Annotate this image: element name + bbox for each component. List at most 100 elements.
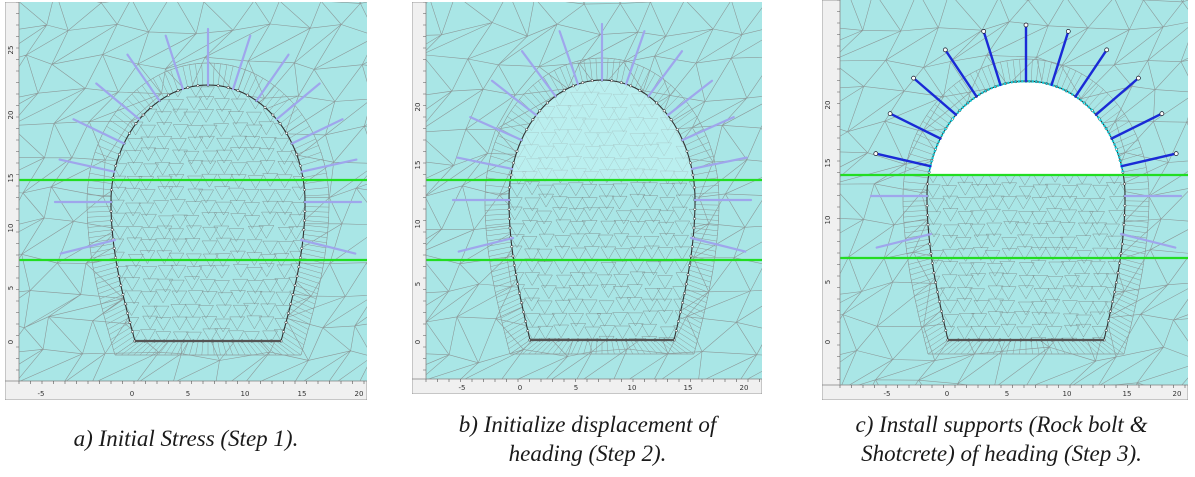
rock-bolt <box>299 238 357 255</box>
rock-bolt <box>666 79 714 117</box>
rock-bolt <box>689 236 747 253</box>
bolt-anchor <box>1065 29 1071 34</box>
rock-bolt <box>300 158 358 173</box>
rock-bolt <box>95 82 141 121</box>
panel-install-supports: -5 0 5 10 15 20 20 15 10 5 0 <box>822 0 1188 400</box>
caption-b: b) Initialize displacement of heading (S… <box>405 410 770 468</box>
x-tick-label: 15 <box>1123 390 1132 398</box>
bolt-anchor <box>1136 75 1141 81</box>
y-tick-label: 20 <box>824 101 832 110</box>
x-tick-label: 5 <box>186 390 190 398</box>
rock-bolt <box>457 236 515 253</box>
y-tick-label: 15 <box>7 174 15 183</box>
x-tick-label: 0 <box>130 390 134 398</box>
rock-bolt <box>59 238 117 255</box>
rock-bolt <box>888 112 942 140</box>
rock-bolt <box>72 118 126 145</box>
x-tick-label: 5 <box>574 384 578 392</box>
rock-bolts <box>869 22 1183 249</box>
rock-bolt <box>58 158 116 173</box>
rock-bolt <box>874 152 932 168</box>
x-tick-label: 15 <box>298 390 307 398</box>
x-tick-label: 0 <box>518 384 522 392</box>
x-tick-label: 10 <box>1063 390 1072 398</box>
rock-bolt <box>1050 30 1070 87</box>
rock-bolt <box>690 156 748 170</box>
rock-bolt <box>625 30 646 86</box>
rock-bolt <box>1110 112 1164 140</box>
y-tick-label: 10 <box>824 216 832 225</box>
rock-bolt <box>1074 48 1108 98</box>
y-tick-label: 15 <box>414 161 422 170</box>
caption-a-line-1: a) Initial Stress (Step 1). <box>73 426 299 451</box>
finite-element-mesh <box>426 2 762 379</box>
rock-bolt <box>875 232 933 249</box>
rock-bolt <box>982 30 1002 87</box>
y-tick-label: 5 <box>824 280 832 284</box>
bolt-anchor <box>981 29 987 34</box>
caption-c-line-1: c) Install supports (Rock bolt & <box>855 412 1148 437</box>
y-tick-label: 15 <box>824 159 832 168</box>
y-tick-label: 5 <box>7 286 15 290</box>
x-tick-label: 0 <box>945 390 949 398</box>
rock-bolt <box>647 50 684 98</box>
tunnel-interior <box>111 85 305 341</box>
x-tick-label: -5 <box>38 390 45 398</box>
bolt-anchor <box>1104 47 1110 53</box>
panel-initialize-displacement: -5 0 5 10 15 20 20 15 10 5 0 <box>412 2 762 394</box>
rock-bolt <box>520 50 557 98</box>
caption-b-line-1: b) Initialize displacement of <box>458 412 717 437</box>
y-tick-label: 25 <box>7 46 15 55</box>
rock-bolt <box>1120 152 1178 168</box>
rock-bolt <box>275 82 321 121</box>
rock-bolt <box>232 34 252 91</box>
panel-b-canvas: -5 0 5 10 15 20 20 15 10 5 0 <box>412 2 762 394</box>
x-tick-label: -5 <box>884 390 891 398</box>
bolt-anchor <box>942 47 948 53</box>
caption-a: a) Initial Stress (Step 1). <box>5 424 367 453</box>
y-ruler <box>5 2 20 400</box>
bolt-anchor <box>1159 111 1165 116</box>
x-ruler <box>822 384 1188 400</box>
rock-bolt <box>290 118 344 145</box>
y-tick-label: 10 <box>414 220 422 229</box>
y-tick-label: 0 <box>824 340 832 344</box>
bolt-anchor <box>887 111 893 116</box>
rock-bolt <box>456 156 514 170</box>
y-ruler <box>822 0 841 400</box>
x-tick-label: 20 <box>740 384 749 392</box>
rock-bolt <box>1094 76 1140 116</box>
rock-bolts <box>451 22 753 253</box>
y-tick-label: 20 <box>7 111 15 120</box>
rock-bolt <box>255 53 290 102</box>
bolt-anchor <box>911 75 916 81</box>
x-tick-label: 20 <box>355 390 364 398</box>
bolt-anchor <box>873 151 879 156</box>
y-tick-label: 0 <box>414 340 422 344</box>
x-tick-label: 20 <box>1173 390 1182 398</box>
rock-bolt <box>558 30 579 86</box>
x-ruler <box>5 380 367 400</box>
y-tick-label: 5 <box>414 282 422 286</box>
panel-a-canvas: -5 0 5 10 15 20 25 20 15 10 5 0 <box>5 2 367 400</box>
panel-initial-stress: -5 0 5 10 15 20 25 20 15 10 5 0 <box>5 2 367 400</box>
panel-c-canvas: -5 0 5 10 15 20 20 15 10 5 0 <box>822 0 1188 400</box>
caption-c-line-2: Shotcrete) of heading (Step 3). <box>861 441 1142 466</box>
rock-bolt <box>944 48 978 98</box>
x-tick-label: 10 <box>628 384 637 392</box>
rock-bolt <box>490 79 538 117</box>
rock-bolts <box>53 27 363 255</box>
rock-bolt <box>469 115 523 142</box>
rock-bolt <box>681 115 735 142</box>
x-tick-label: 5 <box>1005 390 1009 398</box>
x-tick-label: 10 <box>241 390 250 398</box>
y-ruler <box>412 2 427 394</box>
rock-bolt <box>164 34 184 91</box>
x-tick-label: 15 <box>684 384 693 392</box>
y-tick-label: 20 <box>414 103 422 112</box>
x-tick-label: -5 <box>459 384 466 392</box>
rock-bolt <box>126 53 161 102</box>
rock-bolt <box>912 76 958 116</box>
bolt-anchor <box>1023 22 1029 28</box>
rock-bolt <box>1119 232 1177 249</box>
